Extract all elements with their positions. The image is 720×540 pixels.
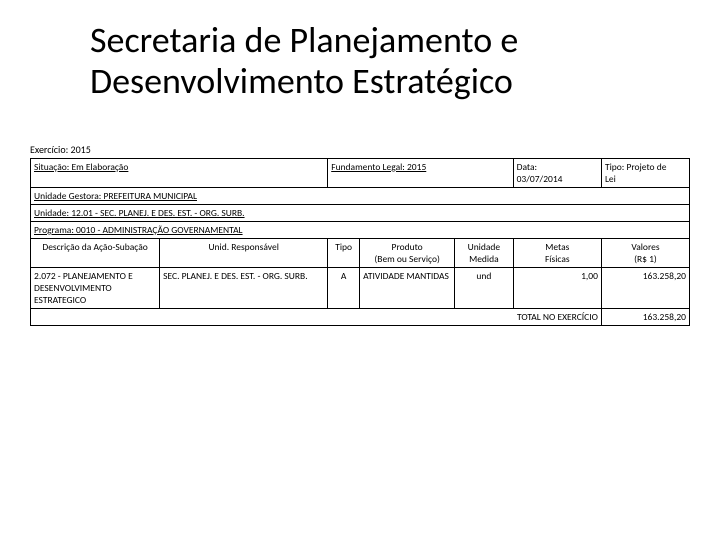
col-descricao: Descrição da Ação-Subação bbox=[31, 238, 160, 267]
data-label: Data: bbox=[517, 161, 598, 173]
col-valores: Valores (R$ 1) bbox=[601, 238, 689, 267]
col-produto: Produto (Bem ou Serviço) bbox=[360, 238, 455, 267]
unidade-row: Unidade: 12.01 - SEC. PLANEJ. E DES. EST… bbox=[31, 204, 690, 221]
tipo-value: Lei bbox=[605, 173, 686, 185]
col-tipo: Tipo bbox=[328, 238, 360, 267]
total-valor: 163.258,20 bbox=[601, 308, 689, 325]
total-label: TOTAL NO EXERCÍCIO bbox=[31, 308, 602, 325]
unidade-text: Unidade: 12.01 - SEC. PLANEJ. E DES. EST… bbox=[34, 207, 245, 219]
cell-produto: ATIVIDADE MANTIDAS bbox=[360, 267, 455, 308]
table-row: 2.072 - PLANEJAMENTO E DESENVOLVIMENTO E… bbox=[31, 267, 690, 308]
report-table: Situação: Em Elaboração Fundamento Legal… bbox=[30, 158, 690, 326]
cell-valor: 163.258,20 bbox=[601, 267, 689, 308]
total-row: TOTAL NO EXERCÍCIO 163.258,20 bbox=[31, 308, 690, 325]
col-unid-responsavel: Unid. Responsável bbox=[160, 238, 328, 267]
cell-tipo: A bbox=[328, 267, 360, 308]
col-metas: Metas Físicas bbox=[513, 238, 601, 267]
unidade-gestora-text: Unidade Gestora: PREFEITURA MUNICIPAL bbox=[34, 190, 197, 202]
tipo-label: Tipo: Projeto de bbox=[605, 161, 686, 173]
col-unidade-medida: Unidade Medida bbox=[455, 238, 514, 267]
header-row-1: Situação: Em Elaboração Fundamento Legal… bbox=[31, 158, 690, 187]
header-row-2: Unidade Gestora: PREFEITURA MUNICIPAL bbox=[31, 187, 690, 204]
data-value: 03/07/2014 bbox=[517, 173, 598, 185]
page-title: Secretaria de Planejamento e Desenvolvim… bbox=[90, 20, 690, 103]
fundamento-text: Fundamento Legal: 2015 bbox=[331, 161, 426, 173]
cell-metas: 1,00 bbox=[513, 267, 601, 308]
exercicio-label: Exercício: 2015 bbox=[30, 143, 690, 156]
column-header-row: Descrição da Ação-Subação Unid. Responsá… bbox=[31, 238, 690, 267]
cell-unidade-medida: und bbox=[455, 267, 514, 308]
programa-row: Programa: 0010 - ADMINISTRAÇÃO GOVERNAME… bbox=[31, 221, 690, 238]
programa-text: Programa: 0010 - ADMINISTRAÇÃO GOVERNAME… bbox=[34, 224, 243, 236]
cell-unid-responsavel: SEC. PLANEJ. E DES. EST. - ORG. SURB. bbox=[160, 267, 328, 308]
situacao-text: Situação: Em Elaboração bbox=[34, 161, 128, 173]
cell-descricao: 2.072 - PLANEJAMENTO E DESENVOLVIMENTO E… bbox=[31, 267, 160, 308]
